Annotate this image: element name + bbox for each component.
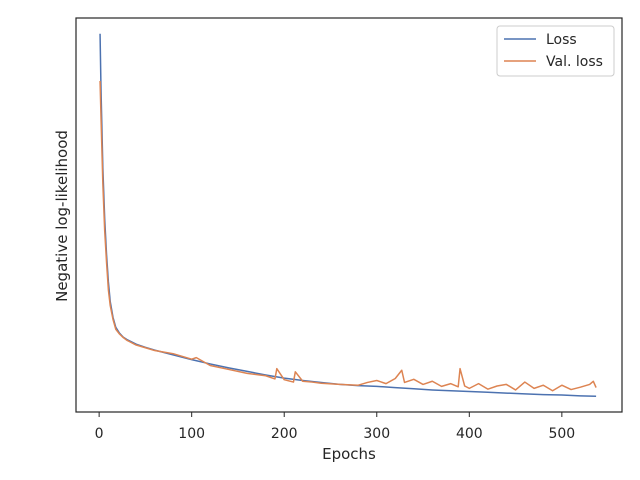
- y-axis-label: Negative log-likelihood: [53, 130, 71, 302]
- x-axis-ticks: 0 100 200 300 400 500: [95, 412, 575, 442]
- series-layer: [99, 33, 597, 397]
- x-axis-label: Epochs: [322, 445, 376, 463]
- series-line-val-loss: [99, 81, 597, 392]
- x-tick-label: 300: [363, 426, 390, 442]
- legend: Loss Val. loss: [496, 25, 615, 77]
- x-tick-label: 200: [271, 426, 298, 442]
- x-tick-label: 500: [548, 426, 575, 442]
- plot-frame: [75, 17, 623, 413]
- x-tick-label: 0: [95, 426, 104, 442]
- x-tick-label: 400: [456, 426, 483, 442]
- legend-label-loss: Loss: [546, 32, 577, 48]
- legend-label-val-loss: Val. loss: [546, 54, 603, 70]
- x-tick-label: 100: [178, 426, 205, 442]
